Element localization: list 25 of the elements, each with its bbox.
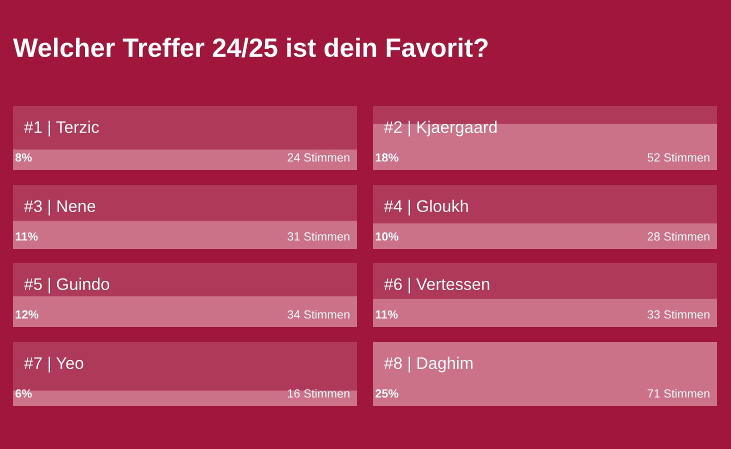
data-label: 11%	[16, 232, 38, 241]
annotation: 31 Stimmen	[288, 232, 350, 241]
data-label: 6%	[15, 389, 32, 398]
text: #1 | Terzic	[24, 120, 99, 136]
text: #6 | Vertessen	[384, 278, 490, 294]
text: #3 | Nene	[24, 200, 96, 216]
annotation: 71 Stimmen	[648, 388, 710, 398]
text: #5 | Guindo	[24, 278, 110, 294]
annotation: 28 Stimmen	[648, 232, 710, 241]
data-label: 18%	[376, 153, 398, 162]
annotation: 24 Stimmen	[288, 152, 350, 162]
annotation: 33 Stimmen	[648, 310, 710, 319]
data-label: 8%	[15, 153, 32, 162]
data-label: 12%	[16, 310, 38, 319]
data-label: 25%	[375, 389, 398, 398]
text: #7 | Yeo	[24, 356, 84, 372]
text: Welcher Treffer 24/25 ist dein Favorit?	[13, 38, 488, 58]
text: #8 | Daghim	[384, 356, 472, 372]
annotation: 16 Stimmen	[288, 388, 350, 398]
annotation: 34 Stimmen	[288, 310, 350, 319]
data-label: 10%	[376, 232, 398, 241]
data-label: 11%	[376, 310, 398, 319]
text: #2 | Kjaergaard	[384, 120, 497, 136]
annotation: 52 Stimmen	[648, 152, 710, 162]
text: #4 | Gloukh	[384, 200, 468, 216]
